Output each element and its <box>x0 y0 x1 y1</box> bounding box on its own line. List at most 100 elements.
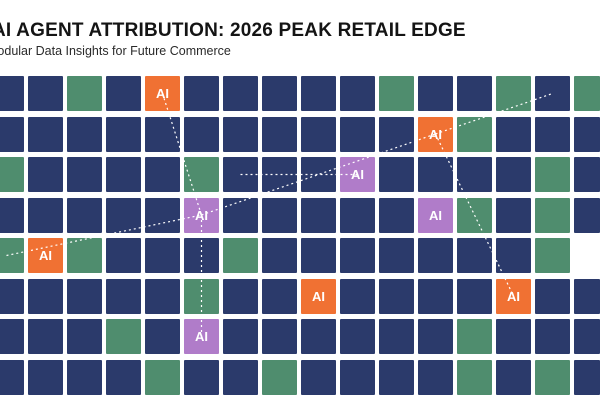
tile-navy <box>574 359 600 395</box>
tile-navy <box>106 278 141 314</box>
tile-navy <box>106 116 141 152</box>
tile-navy <box>457 278 492 314</box>
tile-navy <box>28 197 63 233</box>
tile-green <box>67 76 102 111</box>
tile-green <box>457 197 492 233</box>
tile-navy <box>223 197 258 233</box>
tile-navy <box>418 76 453 111</box>
tile-navy <box>457 157 492 192</box>
tile-navy <box>28 157 63 192</box>
tile-navy <box>340 319 375 354</box>
tile-navy <box>496 319 531 354</box>
tile-green <box>574 76 600 111</box>
tile-navy <box>0 319 24 354</box>
tile-navy <box>223 319 258 354</box>
tile-navy <box>145 278 180 314</box>
tile-navy <box>379 157 414 192</box>
tile-green <box>535 157 570 192</box>
tile-navy <box>457 76 492 111</box>
tile-navy <box>67 157 102 192</box>
tile-navy <box>496 359 531 395</box>
tile-navy <box>340 197 375 233</box>
tile-navy <box>223 359 258 395</box>
ai-tile-orange <box>301 278 336 314</box>
tile-navy <box>574 319 600 354</box>
tile-green <box>535 238 570 273</box>
tile-green <box>0 238 24 273</box>
tile-navy <box>67 116 102 152</box>
tile-navy <box>0 197 24 233</box>
tile-navy <box>496 116 531 152</box>
ai-label: AI <box>507 288 520 304</box>
tile-navy <box>67 278 102 314</box>
tile-navy <box>67 197 102 233</box>
ai-label: AI <box>429 207 442 223</box>
tile-green <box>223 238 258 273</box>
tile-navy <box>379 116 414 152</box>
tile-navy <box>340 278 375 314</box>
tile-navy <box>223 76 258 111</box>
tile-navy <box>145 116 180 152</box>
tile-navy <box>418 319 453 354</box>
tile-navy <box>28 116 63 152</box>
tile-green <box>67 238 102 273</box>
tile-green <box>535 197 570 233</box>
tile-navy <box>28 319 63 354</box>
tile-navy <box>262 76 297 111</box>
ai-tile-orange <box>496 278 531 314</box>
page-subtitle: Modular Data Insights for Future Commerc… <box>0 44 231 58</box>
tile-navy <box>145 197 180 233</box>
tile-green <box>379 76 414 111</box>
tile-navy <box>28 76 63 111</box>
tile-navy <box>418 238 453 273</box>
tile-navy <box>0 278 24 314</box>
tile-navy <box>106 157 141 192</box>
tile-navy <box>496 238 531 273</box>
tile-navy <box>28 359 63 395</box>
tile-navy <box>418 359 453 395</box>
tile-navy <box>379 359 414 395</box>
agent-link-line <box>6 214 202 257</box>
tile-green <box>535 359 570 395</box>
page-title: AI AGENT ATTRIBUTION: 2026 PEAK RETAIL E… <box>0 20 466 41</box>
tile-navy <box>184 359 219 395</box>
tile-navy <box>340 76 375 111</box>
tile-navy <box>418 157 453 192</box>
tile-navy <box>184 116 219 152</box>
tile-navy <box>340 116 375 152</box>
tile-navy <box>28 278 63 314</box>
tile-navy <box>379 319 414 354</box>
tile-navy <box>574 116 600 152</box>
tile-navy <box>340 238 375 273</box>
tile-navy <box>574 197 600 233</box>
tile-navy <box>145 157 180 192</box>
tile-empty <box>574 238 600 273</box>
tile-navy <box>379 238 414 273</box>
tile-green <box>457 319 492 354</box>
tile-navy <box>262 238 297 273</box>
tile-navy <box>301 319 336 354</box>
tile-navy <box>262 116 297 152</box>
tile-navy <box>145 238 180 273</box>
tile-navy <box>0 76 24 111</box>
tile-navy <box>457 238 492 273</box>
tile-navy <box>145 319 180 354</box>
agent-link-line <box>434 133 515 297</box>
tile-green <box>184 157 219 192</box>
agent-link-line <box>201 133 436 216</box>
tile-green <box>457 116 492 152</box>
tile-navy <box>496 157 531 192</box>
tile-navy <box>301 116 336 152</box>
tile-navy <box>379 278 414 314</box>
tile-green <box>0 157 24 192</box>
tile-navy <box>67 319 102 354</box>
tile-navy <box>301 238 336 273</box>
tile-navy <box>340 359 375 395</box>
tile-navy <box>262 278 297 314</box>
tile-green <box>262 359 297 395</box>
tile-navy <box>262 319 297 354</box>
agent-link-line <box>435 92 553 135</box>
tile-navy <box>223 116 258 152</box>
tile-navy <box>301 359 336 395</box>
tile-navy <box>0 116 24 152</box>
